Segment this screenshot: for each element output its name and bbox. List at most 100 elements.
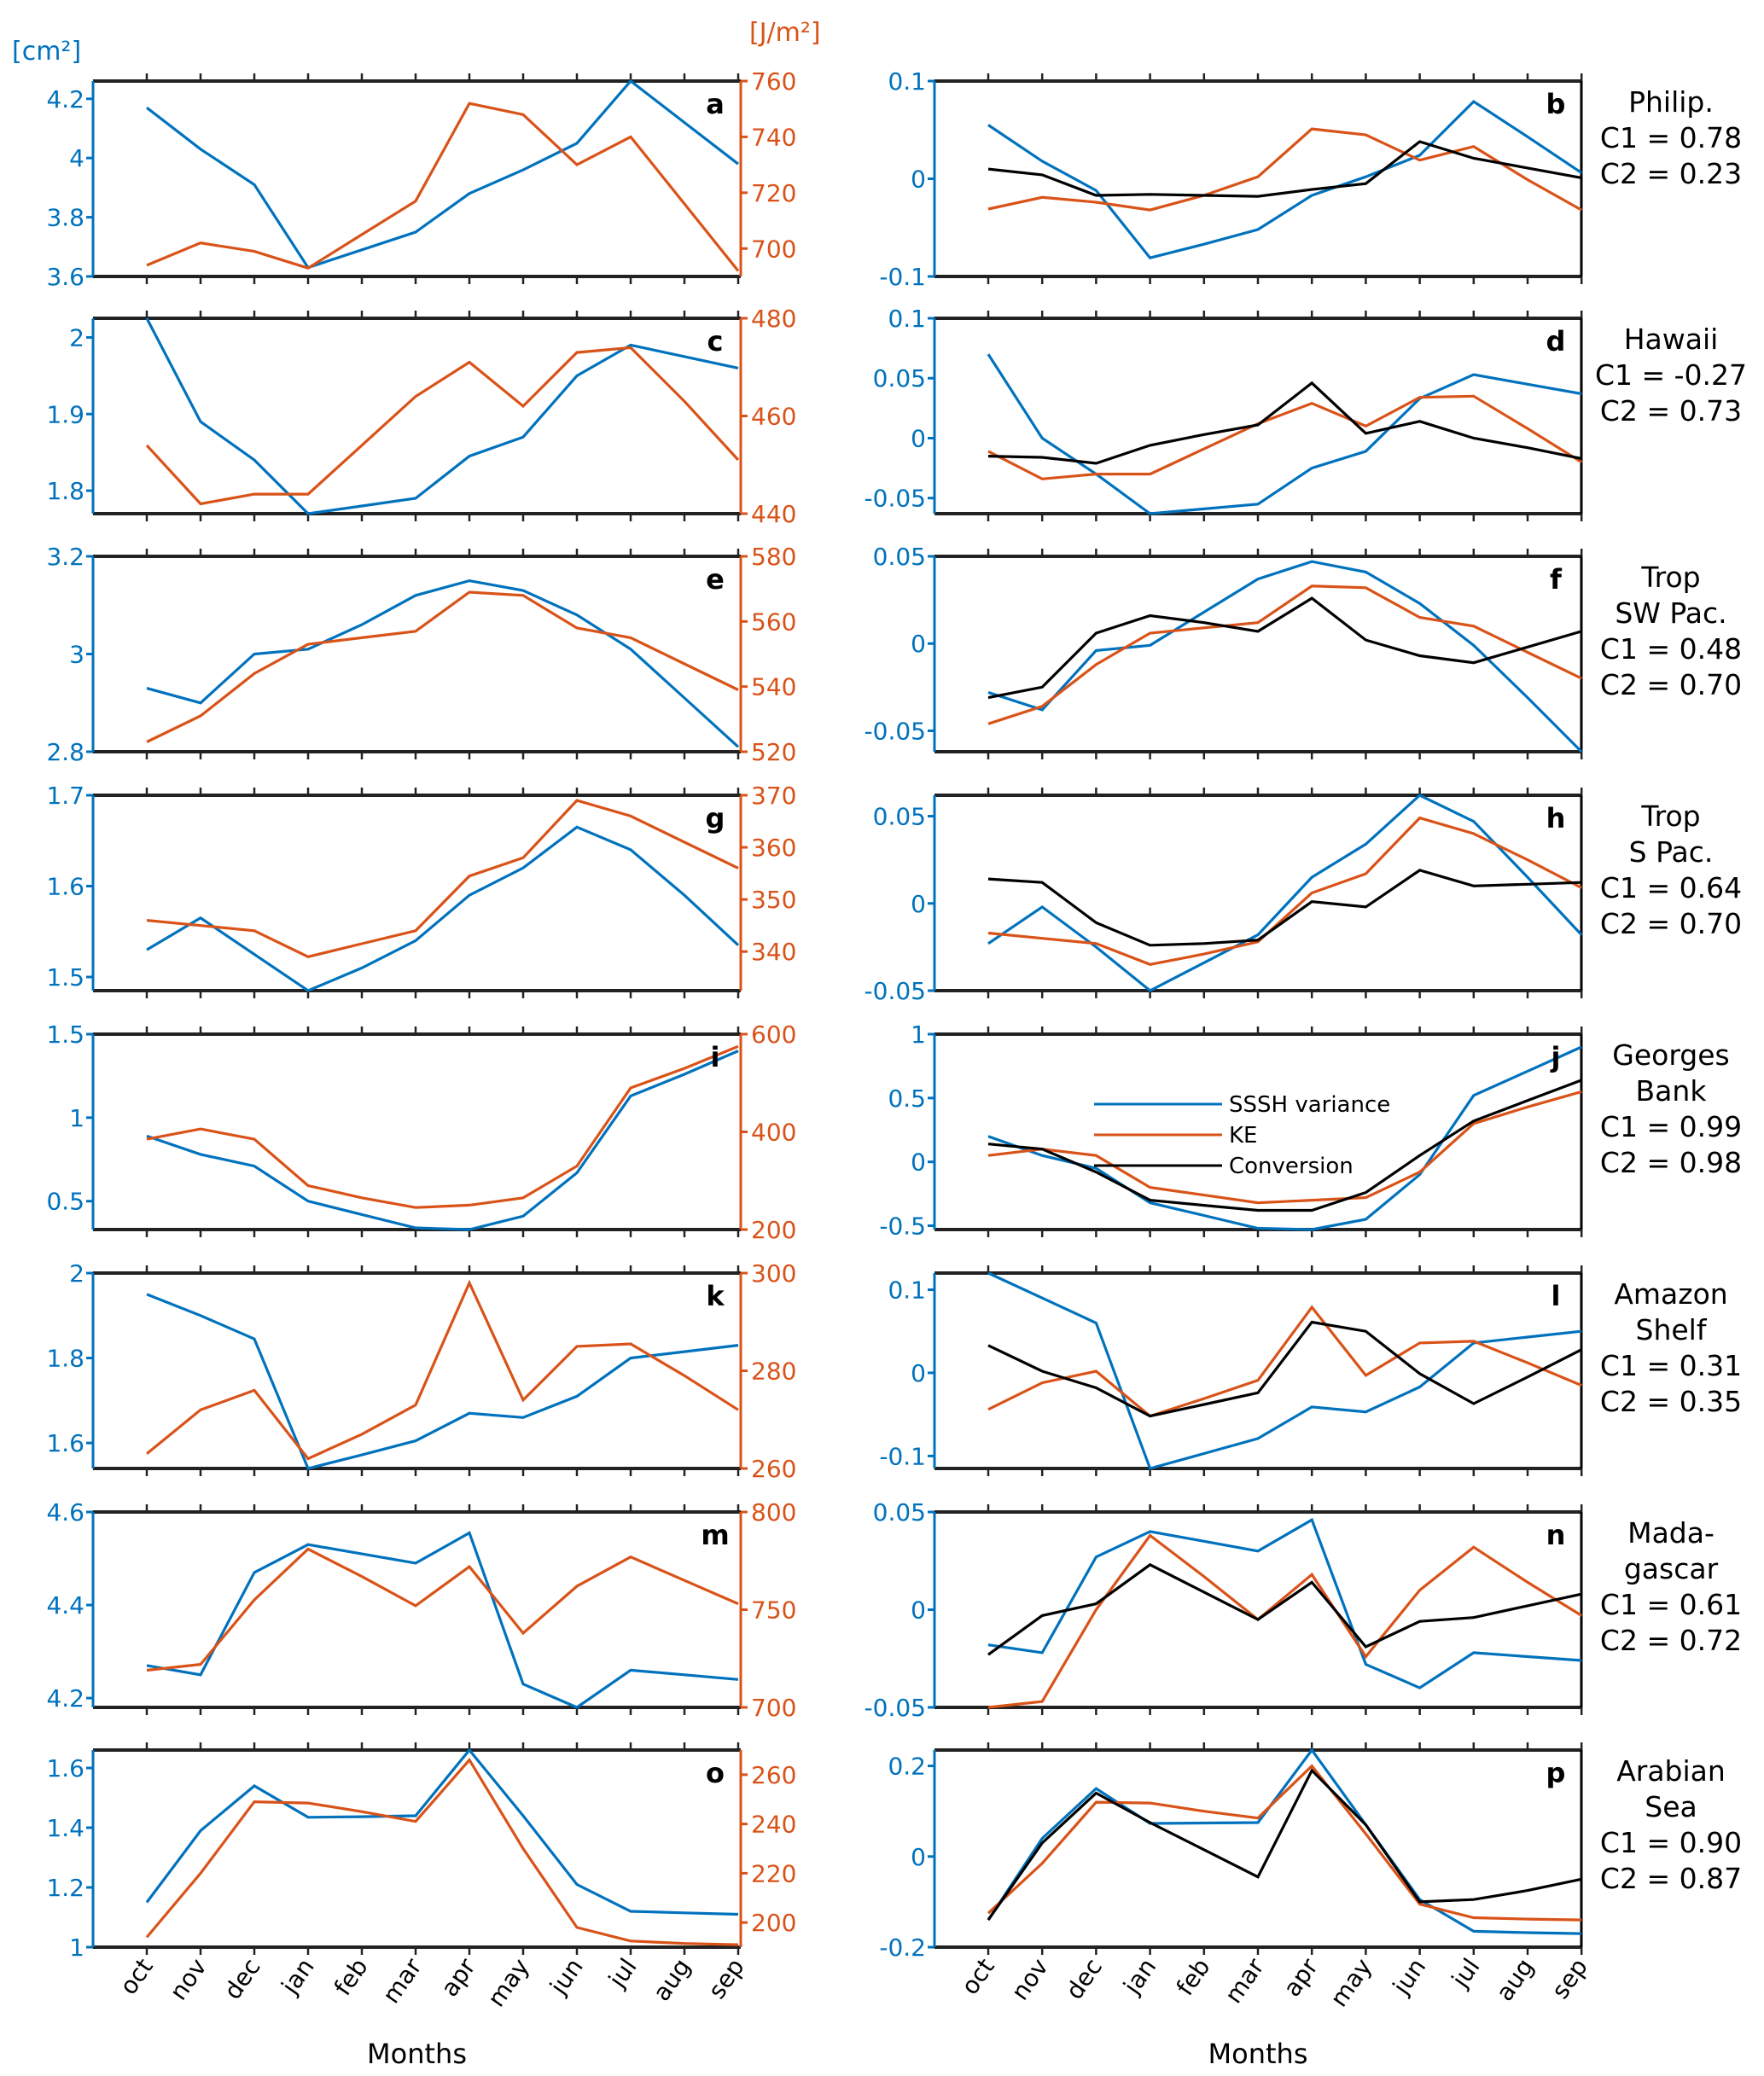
panel-g: 1.5 1.6 1.7 340 350 360 370 g	[46, 782, 796, 998]
sssh-variance-line	[146, 825, 740, 992]
ke-line	[987, 1090, 1582, 1205]
month-label: feb	[1171, 1953, 1216, 2001]
y-tick-label-left: 0.05	[873, 803, 926, 831]
y-tick-label-left: 4.2	[46, 1684, 84, 1713]
x-axis-title: Months	[1208, 2038, 1308, 2070]
y-tick-label-right: 360	[751, 834, 796, 862]
region-name: Shelf	[1636, 1313, 1708, 1346]
region-name: Mada-	[1627, 1516, 1715, 1550]
y-tick-label-left: 1.6	[46, 1754, 84, 1782]
panel-letter: b	[1546, 88, 1566, 120]
ke-line	[146, 590, 739, 743]
sssh-variance-line	[146, 1293, 739, 1470]
panel-m: 4.2 4.4 4.6 700 750 800 m	[46, 1498, 796, 1722]
month-label: jul	[1446, 1953, 1486, 1993]
month-label: jan	[1117, 1953, 1161, 2000]
y-tick-label-left: 0	[911, 1359, 926, 1387]
y-tick-label-left: 1.4	[46, 1814, 84, 1842]
y-tick-label-right: 700	[751, 235, 796, 263]
y-tick-label-left: 1.7	[46, 782, 84, 810]
y-tick-label-left: 3.8	[46, 204, 84, 232]
y-tick-label-left: -0.05	[865, 977, 926, 1005]
y-tick-label-right: 260	[751, 1761, 796, 1789]
y-tick-label-left: 1	[69, 1934, 84, 1962]
y-tick-label-right: 760	[751, 67, 796, 96]
y-tick-label-right: 240	[751, 1811, 796, 1839]
ke-line	[145, 1279, 739, 1461]
month-label: jun	[1387, 1953, 1431, 2000]
right-axis-unit-label: [J/m²]	[749, 18, 821, 48]
sssh-variance-line	[145, 1747, 739, 1916]
panel-letter: p	[1546, 1757, 1566, 1789]
sssh-variance-line	[987, 794, 1583, 992]
panel-letter: i	[711, 1041, 720, 1073]
y-tick-label-right: 200	[751, 1909, 796, 1937]
conversion-line	[987, 596, 1582, 700]
region-name: Georges	[1612, 1038, 1730, 1072]
y-tick-label-left: 1.5	[46, 1021, 84, 1049]
y-tick-label-left: 0.1	[888, 67, 926, 96]
panel-letter: g	[706, 802, 725, 834]
x-axis-title: Months	[367, 2038, 467, 2070]
y-tick-label-left: 0	[911, 890, 926, 918]
panel-c: 1.8 1.9 2 440 460 480 c	[46, 305, 796, 528]
ke-line	[146, 1044, 739, 1209]
y-tick-label-left: 0.05	[873, 543, 926, 571]
sssh-variance-line	[987, 560, 1583, 753]
month-label: apr	[1278, 1953, 1324, 2002]
panel-letter: n	[1546, 1519, 1566, 1551]
panel-letter: e	[706, 563, 725, 596]
month-label: aug	[1490, 1953, 1539, 2006]
y-tick-label-right: 700	[751, 1694, 796, 1722]
sssh-variance-line	[987, 1271, 1582, 1470]
y-tick-label-right: 720	[751, 179, 796, 207]
y-tick-label-right: 560	[751, 608, 796, 636]
y-tick-label-left: 1.8	[46, 1345, 84, 1373]
sssh-variance-line	[987, 1747, 1582, 1935]
conversion-line	[987, 1562, 1582, 1656]
month-label: jan	[276, 1953, 320, 2000]
y-tick-label-right: 540	[751, 673, 796, 701]
y-tick-label-right: 580	[751, 543, 796, 571]
y-tick-label-right: 800	[751, 1498, 796, 1526]
y-tick-label-left: 1.6	[46, 873, 84, 901]
region-name: SW Pac.	[1615, 596, 1726, 630]
correlation-c2: C2 = 0.87	[1600, 1862, 1742, 1895]
ke-line	[987, 816, 1582, 966]
y-tick-label-right: 480	[751, 305, 796, 333]
legend-label: Conversion	[1229, 1154, 1354, 1179]
region-name: Trop	[1640, 800, 1700, 833]
sssh-variance-line	[146, 579, 740, 748]
region-name: Amazon	[1614, 1277, 1727, 1311]
correlation-c1: C1 = 0.61	[1600, 1588, 1742, 1621]
conversion-line	[987, 1320, 1582, 1418]
x-axis-left: oct nov dec jan feb mar apr may jun jul aug sep Mont…	[114, 1953, 750, 2070]
y-tick-label-left: 0	[911, 166, 926, 194]
month-label: may	[482, 1953, 535, 2012]
y-tick-label-right: 520	[751, 738, 796, 766]
conversion-line	[987, 1768, 1582, 1922]
y-tick-label-left: -0.05	[865, 1694, 926, 1722]
y-tick-label-left: 1.2	[46, 1874, 84, 1902]
correlation-c2: C2 = 0.73	[1600, 394, 1742, 427]
month-label: feb	[329, 1953, 374, 2001]
ke-line	[145, 1757, 739, 1946]
region-name: S Pac.	[1629, 835, 1714, 869]
region-name: gascar	[1624, 1552, 1719, 1585]
month-label: dec	[1060, 1953, 1108, 2004]
month-label: sep	[1546, 1953, 1592, 2004]
x-axis-right: oct nov dec jan feb mar apr may jun jul aug sep Mont…	[956, 1953, 1593, 2070]
legend-label: KE	[1229, 1123, 1257, 1148]
y-tick-label-left: 3.6	[46, 263, 84, 291]
y-tick-label-left: 1	[69, 1104, 84, 1132]
month-label: dec	[218, 1953, 266, 2004]
correlation-c1: C1 = 0.64	[1600, 871, 1742, 904]
region-name: Hawaii	[1624, 323, 1719, 356]
ke-line	[146, 1547, 739, 1672]
panel-letter: o	[706, 1757, 725, 1789]
y-tick-label-left: 0.05	[873, 364, 926, 393]
y-tick-label-left: 1.5	[46, 963, 84, 991]
y-tick-label-right: 370	[751, 782, 796, 810]
